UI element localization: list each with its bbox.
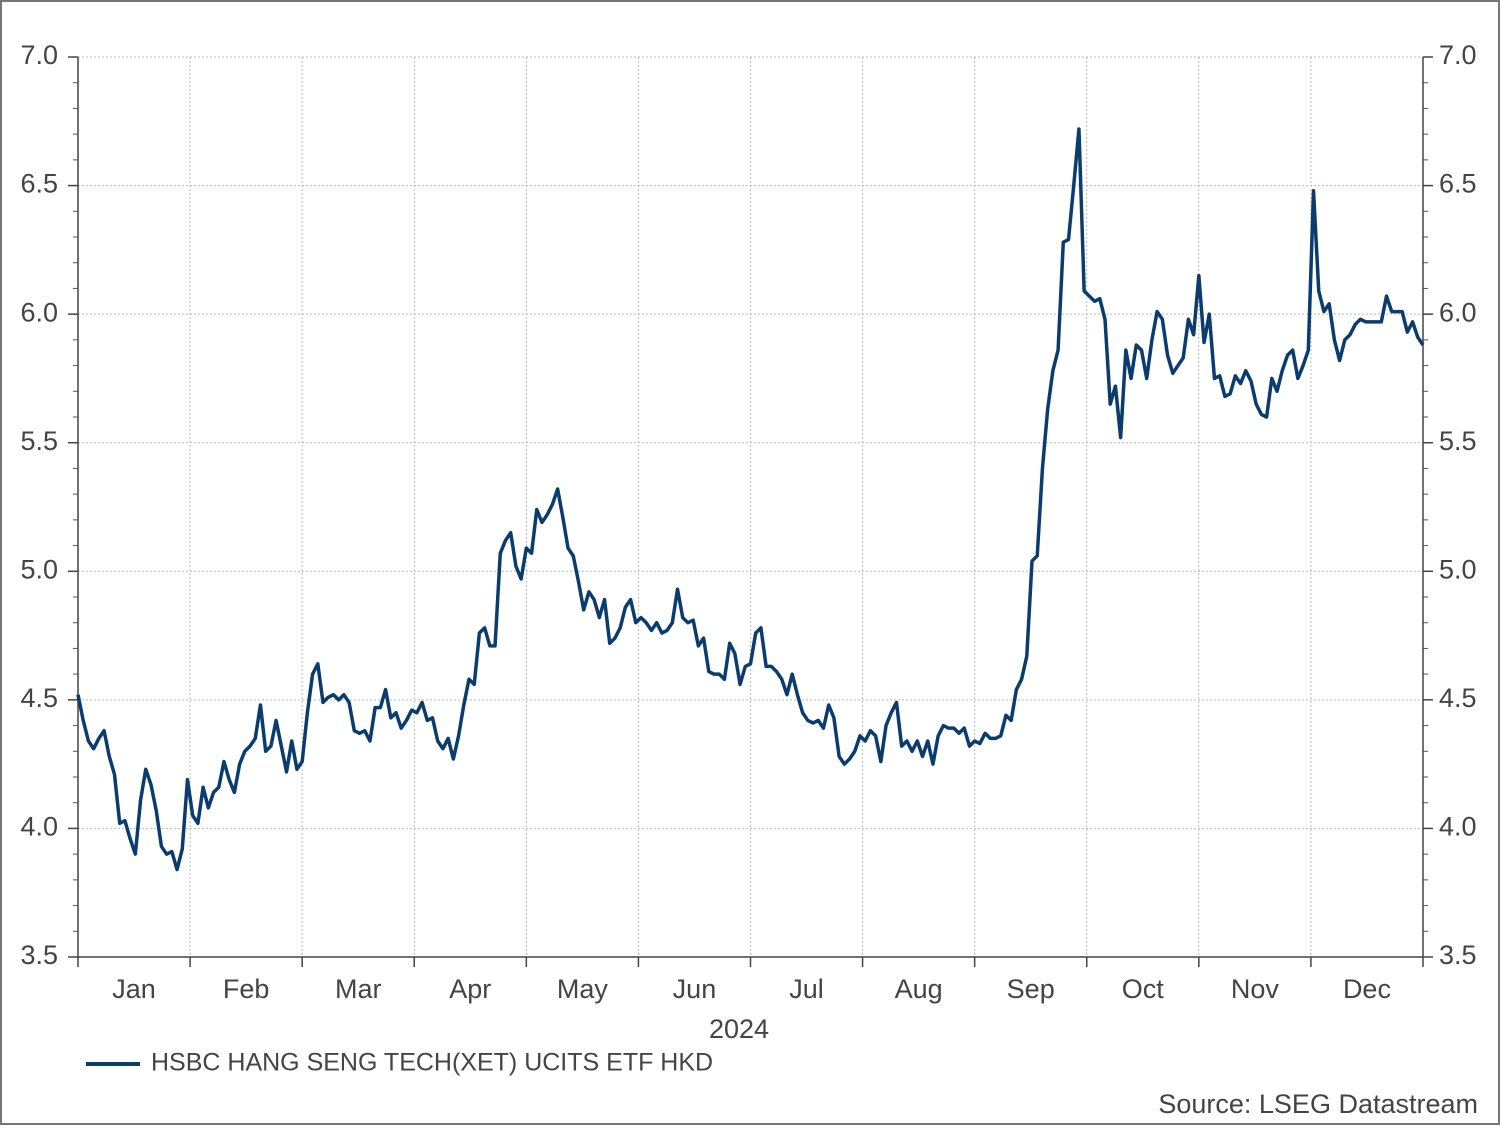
y-tick-label: 6.0 (20, 297, 58, 327)
x-tick-label: Apr (449, 974, 491, 1004)
y-tick-label: 6.5 (20, 169, 58, 199)
x-tick-label: Sep (1007, 974, 1055, 1004)
y2-tick-label: 4.5 (1439, 683, 1477, 713)
x-tick-label: Jan (112, 974, 156, 1004)
x-tick-label: Feb (223, 974, 270, 1004)
x-tick-label: Mar (335, 974, 382, 1004)
x-tick-label: May (557, 974, 609, 1004)
series-line (76, 127, 1425, 872)
legend-label: HSBC HANG SENG TECH(XET) UCITS ETF HKD (151, 1049, 713, 1077)
x-tick-label: Dec (1343, 974, 1391, 1004)
y-tick-label: 5.5 (20, 426, 58, 456)
x-tick-label: Jul (789, 974, 824, 1004)
y2-tick-label: 4.0 (1439, 812, 1477, 842)
x-tick-label: Oct (1122, 974, 1165, 1004)
x-tick-label: Jun (673, 974, 717, 1004)
y2-tick-label: 5.0 (1439, 554, 1477, 584)
y-tick-label: 5.0 (20, 554, 58, 584)
y-tick-label: 4.0 (20, 812, 58, 842)
x-axis-label: 2024 (709, 1014, 769, 1044)
source-note: Source: LSEG Datastream (1158, 1089, 1478, 1119)
y2-tick-label: 6.0 (1439, 297, 1477, 327)
x-tick-label: Nov (1231, 974, 1280, 1004)
y2-tick-label: 7.0 (1439, 40, 1477, 70)
x-tick-label: Aug (895, 974, 943, 1004)
y2-tick-label: 3.5 (1439, 940, 1477, 970)
y2-tick-label: 6.5 (1439, 169, 1477, 199)
y-tick-label: 4.5 (20, 683, 58, 713)
y-tick-label: 7.0 (20, 40, 58, 70)
y-tick-label: 3.5 (20, 940, 58, 970)
y2-tick-label: 5.5 (1439, 426, 1477, 456)
